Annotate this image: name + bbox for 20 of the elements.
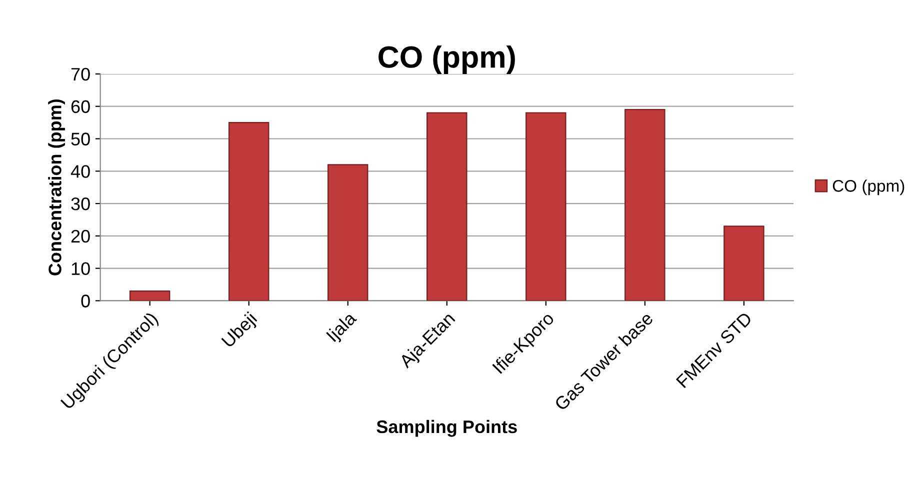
- y-tick-label: 50: [71, 132, 90, 146]
- chart-title: CO (ppm): [378, 45, 515, 74]
- y-tick-label: 30: [71, 197, 90, 210]
- bar: [724, 226, 764, 301]
- legend-label: CO (ppm): [832, 180, 904, 196]
- bar: [328, 164, 368, 301]
- y-tick-label: 0: [81, 294, 90, 308]
- x-axis-title: Sampling Points: [376, 420, 517, 437]
- bar: [228, 122, 270, 301]
- y-tick-label: 20: [71, 230, 90, 243]
- bar: [426, 112, 468, 301]
- bar: [526, 112, 566, 301]
- y-axis-title: Concentration (ppm): [48, 99, 65, 276]
- x-tick-label: Ijala: [326, 310, 360, 345]
- y-tick-label: 40: [70, 165, 90, 178]
- bar: [129, 290, 170, 301]
- y-tick-label: 60: [71, 100, 90, 114]
- y-tick-label: 10: [72, 262, 90, 276]
- y-tick-label: 70: [71, 68, 90, 81]
- bar: [624, 109, 666, 301]
